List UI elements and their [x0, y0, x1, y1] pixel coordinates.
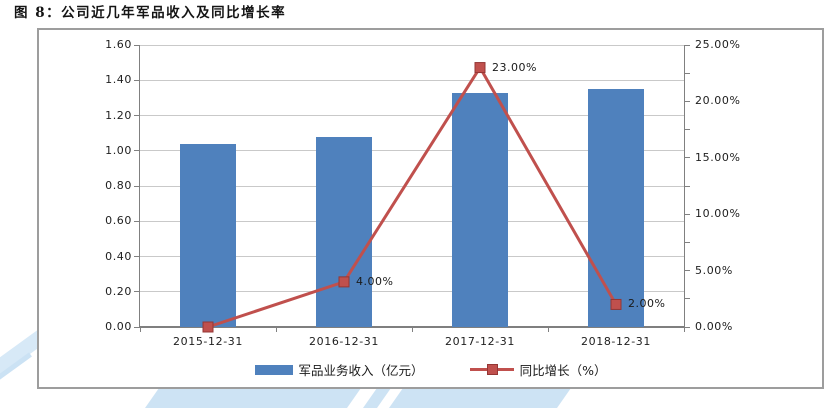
- legend: 军品业务收入（亿元） 同比增长（%）: [39, 360, 822, 379]
- line-marker-2017-12-31: [474, 62, 486, 74]
- figure-title: 图 8：公司近几年军品收入及同比增长率: [14, 5, 287, 21]
- watermark-band-2: [363, 388, 392, 408]
- right-axis-tick: [684, 185, 690, 187]
- gridline: [140, 150, 684, 152]
- chart-frame: 0.00 0.20 0.40 0.60 0.80 1.00 1.20 1.40 1.60 0.0…: [37, 28, 824, 389]
- x-axis-tick: [548, 327, 549, 332]
- bar-2018-12-31: [588, 89, 644, 327]
- plot-area: 4.00% 23.00% 2.00%: [140, 45, 684, 333]
- left-axis-tick: [134, 291, 140, 293]
- left-axis-tick: [134, 150, 140, 152]
- left-axis-tick-label: 1.40: [105, 73, 132, 87]
- legend-label-bar-series: 军品业务收入（亿元）: [298, 363, 424, 378]
- gridline: [140, 115, 684, 116]
- left-axis-tick-label: 1.00: [105, 143, 132, 157]
- line-marker-icon: [486, 364, 498, 375]
- right-axis-tick: [684, 326, 690, 328]
- right-axis-tick: [684, 72, 690, 74]
- left-axis-tick: [134, 220, 140, 222]
- legend-item-line-series: 同比增长（%）: [469, 360, 607, 379]
- x-axis-category-label: 2018-12-31: [581, 335, 651, 348]
- right-axis-tick: [684, 129, 690, 131]
- left-axis-tick: [134, 256, 140, 257]
- gridline: [140, 291, 684, 293]
- right-axis-tick: [684, 157, 690, 159]
- x-axis-tick: [140, 327, 141, 332]
- growth-line-layer: [202, 62, 622, 333]
- line-series-swatch-icon: [469, 364, 514, 375]
- gridline: [140, 79, 684, 81]
- watermark-band-1: [145, 388, 362, 408]
- right-axis-tick-label: 20.00%: [695, 94, 741, 108]
- left-axis-tick-label: 1.20: [105, 108, 132, 122]
- right-axis-tick-label: 15.00%: [695, 150, 741, 164]
- gridline: [140, 44, 684, 46]
- right-axis-tick-label: 10.00%: [695, 207, 741, 221]
- left-axis-tick-label: 0.80: [105, 179, 132, 192]
- line-marker-2016-12-31: [338, 276, 350, 288]
- left-axis-tick: [134, 44, 140, 46]
- right-axis-tick: [684, 100, 690, 102]
- left-axis-tick: [134, 185, 140, 187]
- right-axis-tick: [684, 270, 690, 272]
- left-axis-tick: [134, 79, 140, 81]
- left-axis-tick: [134, 326, 140, 328]
- data-label-2018-12-31: 2.00%: [628, 297, 666, 311]
- gridline: [140, 185, 684, 187]
- x-axis-category-label: 2017-12-31: [445, 335, 515, 348]
- right-axis-tick: [684, 44, 690, 46]
- left-axis-line: [139, 45, 140, 327]
- x-axis-tick: [276, 327, 277, 332]
- left-axis-tick-label: 0.20: [105, 284, 132, 298]
- x-axis-tick: [412, 327, 413, 332]
- bar-series-swatch-icon: [254, 364, 293, 375]
- right-axis-tick: [684, 213, 690, 215]
- left-axis-tick-label: 0.60: [105, 214, 132, 228]
- gridline: [140, 256, 684, 257]
- x-axis-category-label: 2016-12-31: [309, 335, 379, 348]
- line-marker-2018-12-31: [610, 298, 622, 310]
- line-marker-2015-12-31: [202, 321, 214, 333]
- left-axis-tick-label: 0.00: [105, 320, 132, 333]
- bar-2015-12-31: [180, 143, 236, 327]
- growth-line: [207, 64, 618, 329]
- left-axis-tick-label: 0.40: [105, 249, 132, 263]
- right-axis-tick-label: 5.00%: [695, 263, 733, 277]
- gridline: [140, 220, 684, 222]
- left-axis-tick: [134, 115, 140, 116]
- right-axis-tick: [684, 298, 690, 300]
- legend-label-line-series: 同比增长（%）: [519, 363, 607, 378]
- right-axis-tick: [684, 241, 690, 243]
- right-axis-tick-label: 0.00%: [695, 320, 733, 333]
- left-axis-tick-label: 1.60: [105, 38, 132, 51]
- legend-item-bar-series: 军品业务收入（亿元）: [254, 360, 424, 379]
- bar-2017-12-31: [452, 92, 508, 327]
- right-axis-line: [684, 45, 685, 327]
- x-axis-category-label: 2015-12-31: [173, 335, 243, 348]
- bar-2016-12-31: [316, 136, 372, 327]
- watermark-band-3: [389, 388, 572, 408]
- right-axis-tick-label: 25.00%: [695, 38, 741, 51]
- data-label-2017-12-31: 23.00%: [492, 60, 537, 74]
- data-label-2016-12-31: 4.00%: [356, 274, 394, 288]
- x-axis-tick: [684, 327, 685, 332]
